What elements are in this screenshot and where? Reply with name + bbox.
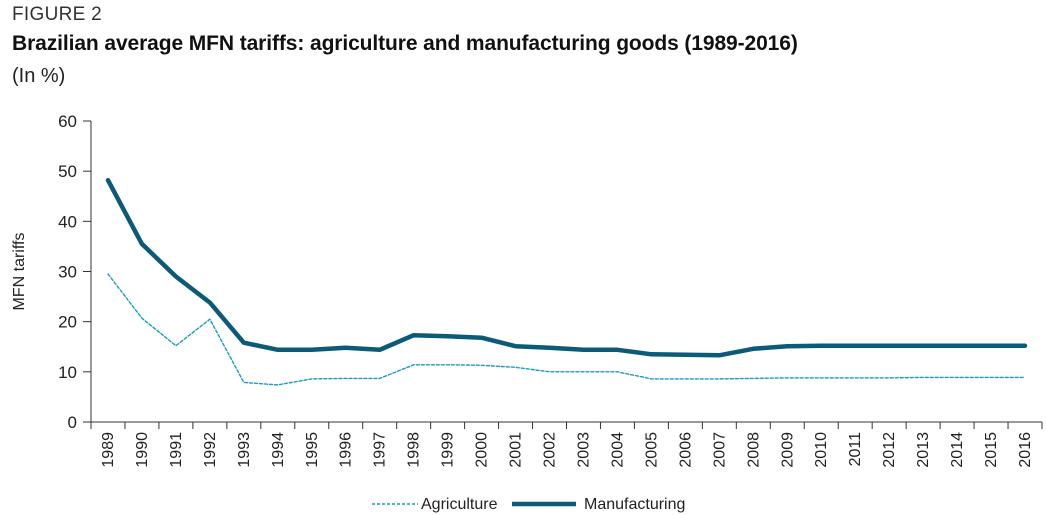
x-tick-label: 2005 xyxy=(643,432,660,468)
y-tick-label: 30 xyxy=(58,263,77,282)
y-tick-label: 50 xyxy=(58,162,77,181)
series-line-manufacturing xyxy=(105,177,1028,358)
y-tick-label: 10 xyxy=(58,363,77,382)
y-tick-label: 0 xyxy=(68,413,77,432)
x-tick-label: 2000 xyxy=(474,432,491,468)
legend-label-agriculture: Agriculture xyxy=(421,496,498,513)
chart-legend: Agriculture Manufacturing xyxy=(372,496,685,513)
x-tick-label: 1995 xyxy=(304,432,321,468)
y-tick-label: 40 xyxy=(58,212,77,231)
x-tick-label: 2008 xyxy=(745,432,762,468)
y-axis-label: MFN tariffs xyxy=(11,233,28,311)
legend-label-manufacturing: Manufacturing xyxy=(584,496,685,513)
y-tick-label: 20 xyxy=(58,313,77,332)
x-tick-label: 1997 xyxy=(372,432,389,468)
x-tick-label: 1994 xyxy=(270,432,287,468)
x-tick-label: 1998 xyxy=(406,432,423,468)
x-tick-label: 1999 xyxy=(440,432,457,468)
x-tick-label: 2010 xyxy=(813,432,830,468)
x-tick-label: 2007 xyxy=(711,432,728,468)
chart-subtitle: (In %) xyxy=(12,65,66,87)
x-tick-label: 2009 xyxy=(779,432,796,468)
y-tick-label: 60 xyxy=(58,112,77,131)
x-tick-label: 2004 xyxy=(609,432,626,468)
x-tick-label: 1993 xyxy=(236,432,253,468)
figure-label: FIGURE 2 xyxy=(12,4,103,25)
series-line-agriculture xyxy=(107,273,1026,386)
x-tick-label: 2011 xyxy=(847,432,864,467)
x-tick-label: 2014 xyxy=(949,432,966,468)
x-tick-label: 2003 xyxy=(575,432,592,468)
x-tick-label: 1992 xyxy=(202,432,219,468)
x-tick-label: 2016 xyxy=(1017,432,1034,468)
x-tick-label: 1996 xyxy=(338,432,355,468)
chart-series-layer xyxy=(105,177,1028,386)
x-tick-label: 2013 xyxy=(915,432,932,468)
x-tick-label: 1990 xyxy=(134,432,151,468)
x-tick-label: 2001 xyxy=(508,432,525,468)
x-tick-label: 2012 xyxy=(881,432,898,468)
x-tick-label: 1989 xyxy=(100,432,117,468)
x-tick-label: 2015 xyxy=(983,432,1000,468)
x-tick-label: 2006 xyxy=(677,432,694,468)
chart-title: Brazilian average MFN tariffs: agricultu… xyxy=(12,32,798,55)
chart-axes: 0 10 20 30 40 50 60 MFN tariffs 1989 1990 1991 1992… xyxy=(11,112,1043,468)
x-tick-label: 1991 xyxy=(168,432,185,468)
x-tick-label: 2002 xyxy=(542,432,559,468)
